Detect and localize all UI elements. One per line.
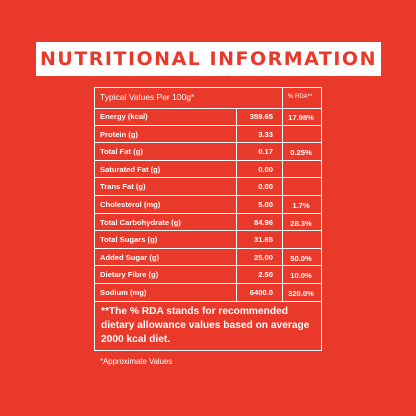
table-row: Energy (kcal) 359.65 17.98% — [95, 108, 321, 126]
header-divider — [282, 88, 283, 108]
table-row: Dietary Fibre (g) 2.50 10.0% — [95, 266, 321, 284]
header-rda: % RDA** — [288, 94, 313, 100]
column-divider-value — [236, 108, 237, 301]
row-value: 3.33 — [258, 129, 273, 139]
row-name: Total Carbohydrate (g) — [100, 217, 181, 227]
table-row: Total Sugars (g) 31.65 — [95, 231, 321, 249]
approximate-values-footnote: *Approximate Values — [100, 357, 173, 366]
row-name: Dietary Fibre (g) — [100, 270, 159, 280]
column-divider-rda — [282, 108, 283, 301]
row-rda: 320.0% — [288, 288, 314, 298]
row-value: 2.50 — [258, 270, 273, 280]
nutrition-table: Typical Values Per 100g* % RDA** Energy … — [94, 87, 322, 351]
table-row: Total Carbohydrate (g) 84.96 28.3% — [95, 214, 321, 232]
row-value: 25.00 — [253, 252, 273, 262]
row-name: Total Sugars (g) — [100, 235, 158, 245]
row-rda: 17.98% — [288, 113, 314, 122]
table-row: Trans Fat (g) 0.00 — [95, 178, 321, 196]
row-value: 0.00 — [258, 164, 273, 174]
table-rows: Energy (kcal) 359.65 17.98% Protein (g) 3.3… — [95, 108, 321, 302]
row-value: 84.96 — [253, 217, 273, 227]
row-rda: 28.3% — [290, 218, 312, 228]
row-value: 0.17 — [258, 147, 273, 157]
table-row: Cholesterol (mg) 5.00 1.7% — [95, 196, 321, 214]
row-value: 359.65 — [249, 112, 273, 121]
row-name: Energy (kcal) — [100, 112, 148, 121]
table-header: Typical Values Per 100g* % RDA** — [95, 88, 321, 109]
table-row: Added Sugar (g) 25.00 50.0% — [95, 249, 321, 267]
row-name: Added Sugar (g) — [100, 252, 160, 262]
row-name: Total Fat (g) — [100, 147, 143, 157]
table-row: Saturated Fat (g) 0.00 — [95, 161, 321, 179]
row-value: 5.00 — [258, 199, 273, 209]
rda-note: **The % RDA stands for recommended dieta… — [101, 306, 310, 345]
row-rda: 10.0% — [290, 271, 312, 281]
row-rda: 50.0% — [290, 253, 312, 263]
table-row: Sodium (mg) 6400.0 320.0% — [95, 284, 321, 302]
header-label: Typical Values Per 100g* — [100, 92, 195, 102]
row-rda: 0.25% — [290, 148, 312, 158]
row-name: Trans Fat (g) — [100, 182, 146, 192]
row-rda: 1.7% — [292, 200, 310, 210]
row-value: 31.65 — [253, 235, 273, 245]
table-row: Protein (g) 3.33 — [95, 126, 321, 144]
row-name: Sodium (mg) — [100, 287, 147, 297]
page-title: NUTRITIONAL INFORMATION — [36, 42, 381, 76]
table-row: Total Fat (g) 0.17 0.25% — [95, 143, 321, 161]
row-name: Saturated Fat (g) — [100, 164, 161, 174]
row-value: 6400.0 — [249, 287, 273, 297]
row-value: 0.00 — [258, 182, 273, 192]
row-name: Protein (g) — [100, 129, 138, 139]
row-name: Cholesterol (mg) — [100, 199, 161, 209]
